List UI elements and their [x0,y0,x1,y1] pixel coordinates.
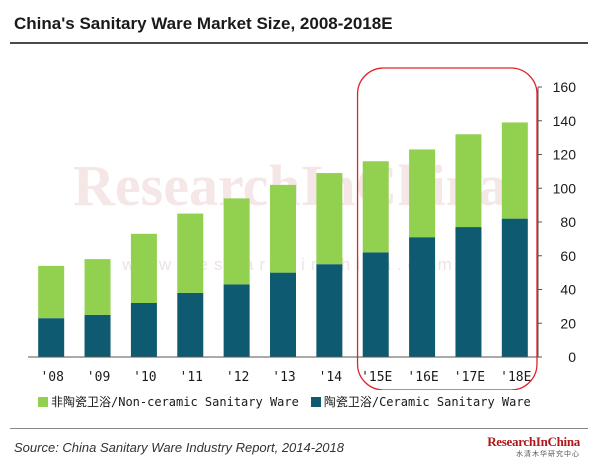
bar-noncer-5 [270,184,296,273]
bar-noncer-0 [38,265,65,319]
legend-swatch-ceramic [310,396,321,407]
legend-item-ceramic: 陶瓷卫浴/Ceramic Sanitary Ware [310,393,531,410]
bar-ceramic-2 [130,303,157,357]
brand-name: ResearchInChina [487,434,580,449]
bar-ceramic-8 [409,237,436,357]
bar-noncer-9 [455,134,482,228]
bar-chart: ResearchInChinawww.researchinchina.com'0… [28,67,577,390]
bar-ceramic-1 [84,314,111,357]
x-tick-label: '18E [500,370,531,385]
source-note: Source: China Sanitary Ware Industry Rep… [14,440,344,455]
legend-label-ceramic: 陶瓷卫浴/Ceramic Sanitary Ware [323,395,531,409]
x-tick-label: '17E [454,370,485,385]
y-tick-label: 100 [553,180,577,196]
chart-legend: 非陶瓷卫浴/Non-ceramic Sanitary Ware 陶瓷卫浴/Cer… [38,393,543,410]
x-tick-label: '08 [40,370,63,385]
y-tick-label: 60 [560,248,576,264]
x-tick-label: '10 [133,370,156,385]
bar-ceramic-4 [223,284,250,357]
bar-noncer-7 [362,161,389,253]
x-tick-label: '12 [226,370,249,385]
bar-noncer-8 [409,149,436,238]
bar-ceramic-0 [38,318,65,357]
bar-noncer-3 [177,213,204,293]
y-tick-label: 20 [560,315,576,331]
bar-ceramic-9 [455,227,482,357]
x-tick-label: '15E [361,370,392,385]
legend-item-noncer: 非陶瓷卫浴/Non-ceramic Sanitary Ware [38,393,299,410]
x-tick-label: '11 [180,370,203,385]
forecast-highlight-box [356,67,538,390]
bar-noncer-1 [84,259,111,315]
brand-tagline: 水清木华研究中心 [516,450,580,458]
y-tick-label: 80 [560,214,576,230]
bar-ceramic-3 [177,292,204,357]
y-tick-label: 160 [553,79,577,95]
bar-noncer-4 [223,198,250,285]
x-tick-label: '16E [407,370,438,385]
y-tick-label: 120 [553,147,577,163]
bar-ceramic-7 [362,252,389,357]
title-divider [10,42,588,44]
bar-ceramic-5 [270,272,296,357]
x-tick-label: '13 [272,370,295,385]
legend-swatch-noncer [38,396,48,407]
bar-ceramic-10 [501,218,528,357]
bar-noncer-10 [501,122,528,219]
brand-logo: ResearchInChina 水清木华研究中心 [487,434,580,459]
chart-title: China's Sanitary Ware Market Size, 2008-… [14,14,393,33]
y-tick-label: 140 [553,113,577,129]
x-tick-label: '14 [319,370,343,385]
bar-noncer-6 [316,173,343,265]
y-tick-label: 40 [560,282,576,298]
x-tick-label: '09 [87,370,110,385]
bar-ceramic-6 [316,264,343,357]
footer-divider [10,428,588,429]
bar-noncer-2 [130,233,157,303]
legend-label-noncer: 非陶瓷卫浴/Non-ceramic Sanitary Ware [51,395,299,409]
y-tick-label: 0 [568,349,576,365]
